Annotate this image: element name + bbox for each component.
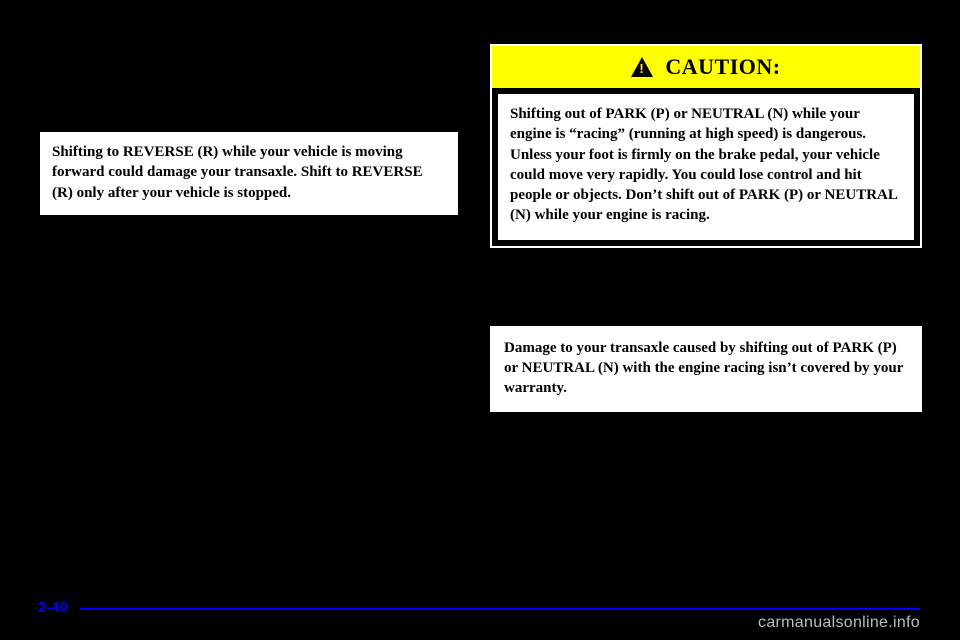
page-number: 2-40 [38, 599, 68, 616]
warning-triangle-icon [631, 57, 653, 77]
caution-body-text: Shifting out of PARK (P) or NEUTRAL (N) … [510, 104, 902, 226]
manual-page: Shifting to REVERSE (R) while your vehic… [0, 0, 960, 640]
notice2-text: Damage to your transaxle caused by shift… [504, 338, 906, 399]
footer-rule [80, 608, 920, 610]
caution-body: Shifting out of PARK (P) or NEUTRAL (N) … [498, 94, 914, 240]
left-column: Shifting to REVERSE (R) while your vehic… [38, 30, 480, 600]
caution-title: CAUTION: [665, 54, 780, 80]
caution-header: CAUTION: [492, 46, 920, 88]
notice-text: Shifting to REVERSE (R) while your vehic… [52, 142, 444, 203]
right-column: CAUTION: Shifting out of PARK (P) or NEU… [480, 30, 922, 600]
watermark: carmanualsonline.info [758, 614, 920, 632]
notice-box-reverse: Shifting to REVERSE (R) while your vehic… [38, 130, 460, 217]
caution-box: CAUTION: Shifting out of PARK (P) or NEU… [490, 44, 922, 248]
notice-box-warranty: Damage to your transaxle caused by shift… [490, 326, 922, 413]
